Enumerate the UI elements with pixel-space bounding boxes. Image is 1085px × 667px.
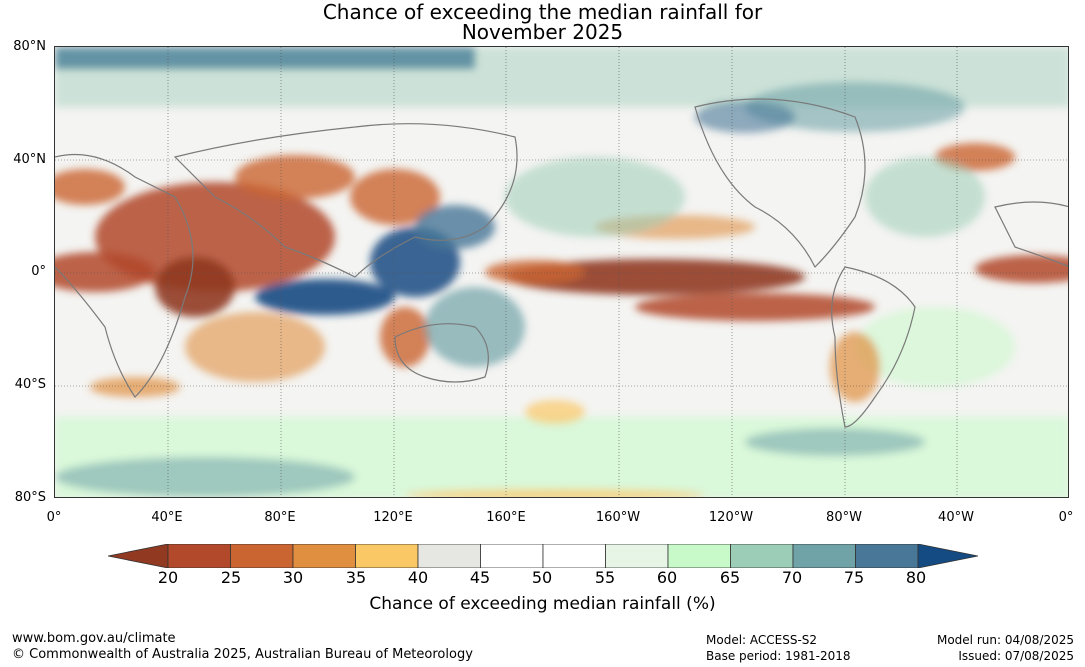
colorbar-tick: 60 xyxy=(656,568,678,587)
colorbar-swatch xyxy=(855,544,919,568)
lon-label-0-right: 0° xyxy=(1058,510,1074,525)
colorbar-label: Chance of exceeding median rainfall (%) xyxy=(369,594,716,614)
lon-label-120e: 120°E xyxy=(373,510,413,525)
colorbar-tick: 75 xyxy=(843,568,865,587)
lon-label-160e: 160°E xyxy=(486,510,526,525)
lon-label-160w: 160°W xyxy=(595,510,641,525)
colorbar-tick: 55 xyxy=(594,568,616,587)
lat-label-equator: 0° xyxy=(31,264,46,279)
model-run-date: Model run: 04/08/2025 xyxy=(936,633,1074,647)
colorbar-swatch xyxy=(355,544,419,568)
lon-label-0: 0° xyxy=(46,510,62,525)
colorbar-swatch xyxy=(167,544,231,568)
base-period: Base period: 1981-2018 xyxy=(706,649,851,663)
copyright-text: © Commonwealth of Australia 2025, Austra… xyxy=(12,647,473,662)
colorbar-swatch xyxy=(292,544,356,568)
lat-label-80s: 80°S xyxy=(14,490,46,505)
colorbar-extend-low xyxy=(108,544,169,568)
lat-label-40s: 40°S xyxy=(14,377,46,392)
colorbar-swatch xyxy=(667,544,731,568)
colorbar-tick: 20 xyxy=(157,568,179,587)
map-title-line-2: November 2025 xyxy=(461,20,624,44)
website-link[interactable]: www.bom.gov.au/climate xyxy=(12,631,176,646)
lon-label-120w: 120°W xyxy=(708,510,754,525)
colorbar-tick: 80 xyxy=(905,568,927,587)
colorbar-extend-high xyxy=(917,544,978,568)
colorbar-swatch xyxy=(730,544,794,568)
colorbar-swatch xyxy=(417,544,481,568)
colorbar-swatch xyxy=(480,544,544,568)
colorbar-tick: 30 xyxy=(282,568,304,587)
lat-label-80n: 80°N xyxy=(13,39,46,54)
graticule xyxy=(55,47,1068,497)
lon-label-80e: 80°E xyxy=(264,510,296,525)
colorbar-tick: 40 xyxy=(407,568,429,587)
colorbar-swatch xyxy=(605,544,669,568)
coastlines xyxy=(55,98,1068,428)
colorbar-swatch xyxy=(542,544,606,568)
map-title-line-1: Chance of exceeding the median rainfall … xyxy=(322,0,763,24)
colorbar-tick: 50 xyxy=(531,568,553,587)
rainfall-probability-map xyxy=(54,46,1069,498)
colorbar xyxy=(108,544,978,568)
colorbar-swatch xyxy=(792,544,856,568)
lon-label-40w: 40°W xyxy=(938,510,974,525)
lat-label-40n: 40°N xyxy=(13,152,46,167)
colorbar-tick: 45 xyxy=(469,568,491,587)
colorbar-swatch xyxy=(230,544,294,568)
lon-label-80w: 80°W xyxy=(826,510,862,525)
issued-date: Issued: 07/08/2025 xyxy=(958,649,1074,663)
lon-label-40e: 40°E xyxy=(151,510,183,525)
colorbar-tick: 70 xyxy=(781,568,803,587)
model-name: Model: ACCESS-S2 xyxy=(706,633,818,647)
colorbar-tick: 25 xyxy=(220,568,242,587)
colorbar-tick: 65 xyxy=(719,568,741,587)
colorbar-tick: 35 xyxy=(345,568,367,587)
